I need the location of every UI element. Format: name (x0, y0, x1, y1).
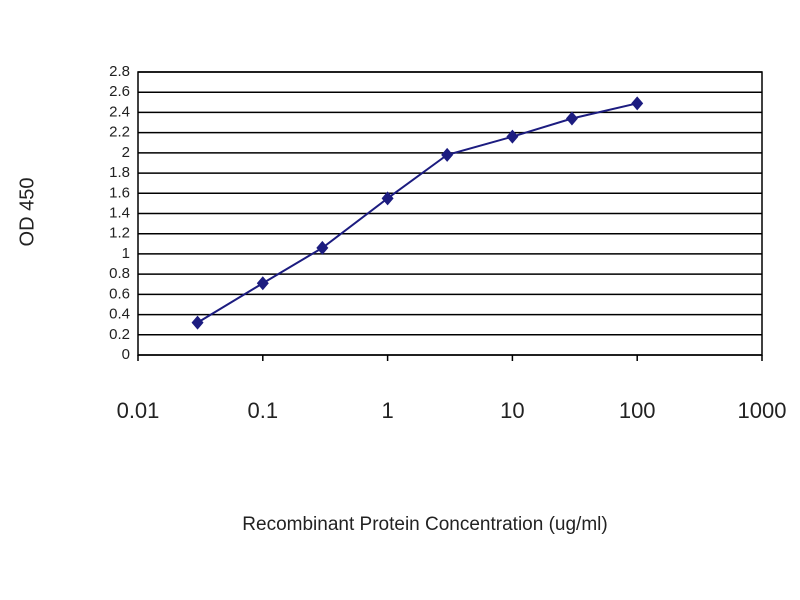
x-tick-label: 100 (619, 398, 656, 423)
x-tick-label: 0.01 (117, 398, 160, 423)
series-line (197, 102, 638, 324)
y-tick-label: 1.4 (109, 204, 130, 221)
y-tick-label: 1.8 (109, 164, 130, 181)
y-tick-label: 1.6 (109, 184, 130, 201)
data-point (631, 96, 644, 111)
data-point (565, 111, 578, 126)
y-axis-title: OD 450 (16, 178, 38, 247)
data-point (191, 315, 204, 330)
data-point (381, 191, 394, 206)
data-point (316, 240, 329, 255)
y-tick-label: 2.8 (109, 63, 130, 80)
x-axis-title: Recombinant Protein Concentration (ug/ml… (242, 514, 607, 535)
y-tick-label: 1 (122, 245, 130, 262)
y-tick-label: 0.2 (109, 326, 130, 343)
x-tick-label: 1 (381, 398, 393, 423)
data-point (256, 276, 269, 291)
x-tick-label: 1000 (738, 398, 787, 423)
y-tick-label: 2 (122, 144, 130, 161)
y-tick-label: 0.6 (109, 285, 130, 302)
x-tick-label: 0.1 (248, 398, 279, 423)
y-tick-label: 2.2 (109, 124, 130, 141)
y-tick-label: 0.8 (109, 265, 130, 282)
y-tick-label: 0.4 (109, 306, 130, 323)
y-tick-label: 2.4 (109, 103, 130, 120)
data-point (506, 129, 519, 144)
data-point (441, 147, 454, 162)
x-tick-label: 10 (500, 398, 524, 423)
y-tick-label: 1.2 (109, 225, 130, 242)
y-tick-label: 2.6 (109, 83, 130, 100)
y-tick-label: 0 (122, 346, 130, 363)
